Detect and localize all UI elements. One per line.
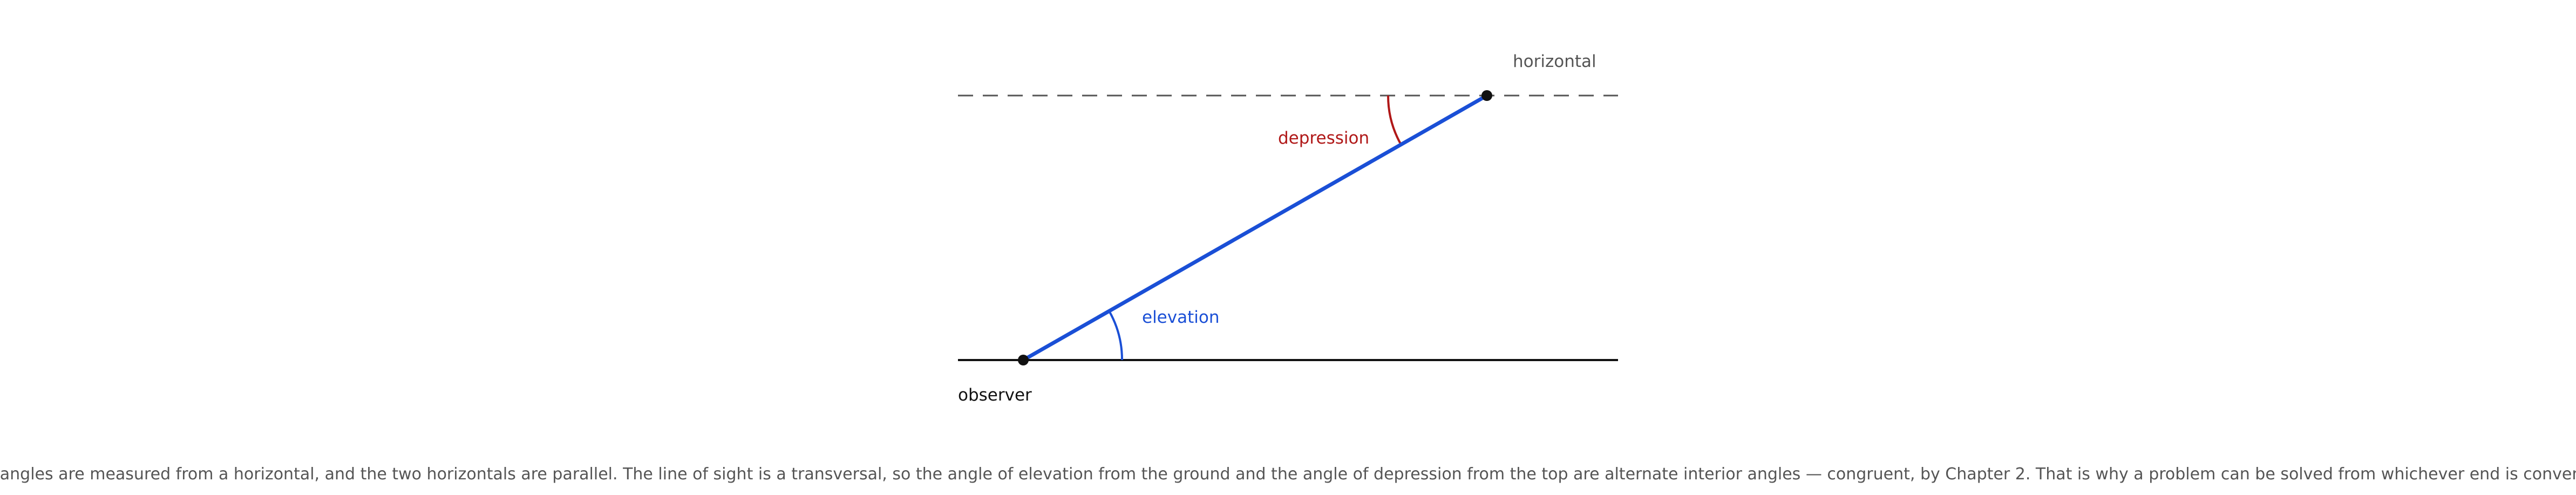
observer-label: observer [958,385,1032,405]
elevation-arc [1108,310,1124,361]
horizontal-label: horizontal [1513,52,1596,71]
top-point [1481,90,1492,101]
elevation-label: elevation [1142,308,1219,327]
observer-point [1018,355,1029,365]
line-of-sight [1022,93,1488,362]
caption: Both angles are measured from a horizont… [0,465,2576,484]
depression-label: depression [1278,128,1369,148]
depression-arc [1386,95,1402,145]
